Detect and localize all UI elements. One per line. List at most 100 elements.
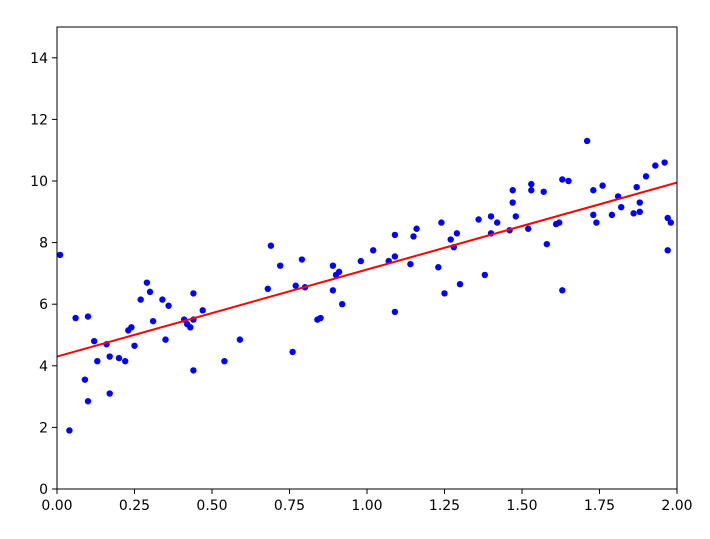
data-point bbox=[608, 211, 616, 219]
data-point bbox=[128, 324, 135, 331]
x-tick-label: 1.75 bbox=[584, 498, 615, 514]
data-point bbox=[438, 219, 445, 226]
data-point bbox=[277, 262, 284, 269]
data-point bbox=[559, 176, 566, 183]
y-tick-label: 8 bbox=[39, 236, 48, 252]
regression-line-group bbox=[56, 181, 678, 358]
data-point bbox=[162, 336, 169, 343]
data-point bbox=[94, 357, 101, 365]
y-axis-ticks: 0 2 4 6 8 10 12 14 bbox=[30, 51, 57, 498]
y-tick-label: 2 bbox=[39, 420, 48, 436]
data-point bbox=[664, 247, 671, 254]
data-point bbox=[512, 213, 519, 220]
data-point bbox=[593, 219, 600, 226]
data-point bbox=[559, 287, 566, 294]
x-tick-label: 1.25 bbox=[429, 498, 460, 514]
data-point bbox=[329, 287, 337, 294]
data-point bbox=[525, 225, 532, 232]
data-point bbox=[81, 376, 89, 383]
data-point bbox=[481, 271, 488, 279]
data-point bbox=[131, 342, 138, 349]
x-tick-label: 0.50 bbox=[196, 498, 227, 514]
data-point bbox=[292, 282, 299, 289]
plot-area bbox=[57, 27, 677, 489]
data-point bbox=[317, 314, 324, 322]
data-point bbox=[652, 162, 659, 169]
data-point bbox=[636, 208, 643, 215]
data-point bbox=[565, 177, 572, 185]
data-point bbox=[143, 279, 151, 286]
data-point bbox=[664, 214, 671, 222]
data-point bbox=[633, 183, 640, 191]
x-tick-label: 2.00 bbox=[661, 498, 692, 514]
x-tick-label: 1.00 bbox=[351, 498, 382, 514]
data-point bbox=[391, 253, 399, 260]
data-point bbox=[149, 317, 157, 325]
x-tick-label: 0.75 bbox=[274, 498, 305, 514]
data-point bbox=[583, 137, 591, 145]
data-point bbox=[106, 390, 113, 397]
data-point bbox=[441, 290, 448, 297]
regression-line bbox=[56, 181, 678, 358]
data-point bbox=[391, 231, 399, 239]
data-point bbox=[590, 211, 597, 219]
y-tick-label: 12 bbox=[30, 112, 48, 128]
data-point bbox=[494, 219, 501, 226]
data-point bbox=[289, 348, 296, 356]
data-point bbox=[137, 296, 144, 303]
y-tick-label: 0 bbox=[39, 482, 48, 498]
data-point bbox=[447, 236, 454, 243]
data-points bbox=[56, 137, 674, 434]
data-point bbox=[66, 427, 73, 434]
data-point bbox=[410, 233, 417, 240]
data-point bbox=[435, 264, 442, 271]
data-point bbox=[509, 187, 516, 194]
data-point bbox=[190, 367, 197, 374]
data-point bbox=[199, 307, 206, 314]
data-point bbox=[475, 216, 482, 223]
data-point bbox=[391, 308, 399, 316]
y-tick-label: 4 bbox=[39, 359, 48, 375]
data-point bbox=[267, 242, 275, 249]
data-point bbox=[236, 336, 244, 343]
y-tick-label: 14 bbox=[30, 51, 48, 67]
data-point bbox=[543, 240, 550, 248]
data-point bbox=[667, 219, 674, 226]
data-point bbox=[540, 188, 547, 195]
data-point bbox=[72, 314, 79, 322]
data-point bbox=[165, 302, 172, 309]
data-point bbox=[661, 159, 668, 166]
data-point bbox=[84, 398, 92, 405]
data-point bbox=[221, 357, 228, 365]
data-point bbox=[84, 313, 92, 320]
data-point bbox=[590, 187, 597, 194]
data-point bbox=[407, 260, 414, 268]
data-point bbox=[298, 256, 306, 263]
data-point bbox=[339, 301, 346, 308]
data-point bbox=[618, 203, 625, 211]
x-tick-label: 0.25 bbox=[119, 498, 150, 514]
data-point bbox=[370, 247, 377, 254]
data-point bbox=[599, 182, 606, 189]
data-point bbox=[528, 187, 535, 194]
data-point bbox=[528, 180, 535, 188]
x-tick-label: 1.50 bbox=[506, 498, 537, 514]
data-point bbox=[91, 337, 98, 345]
data-point bbox=[636, 199, 643, 206]
y-tick-label: 10 bbox=[30, 174, 48, 190]
data-point bbox=[56, 251, 64, 259]
data-point bbox=[329, 262, 337, 269]
data-point bbox=[487, 213, 495, 220]
x-axis-ticks: 0.00 0.25 0.50 0.75 1.00 1.25 1.50 1.75 2.00 bbox=[41, 489, 693, 514]
data-point bbox=[106, 353, 113, 360]
data-point bbox=[159, 296, 166, 303]
data-point bbox=[187, 324, 194, 331]
data-point bbox=[630, 210, 637, 217]
data-point bbox=[453, 230, 461, 237]
data-point bbox=[264, 285, 271, 292]
data-point bbox=[122, 357, 129, 365]
data-point bbox=[413, 225, 420, 232]
data-point bbox=[456, 280, 464, 288]
